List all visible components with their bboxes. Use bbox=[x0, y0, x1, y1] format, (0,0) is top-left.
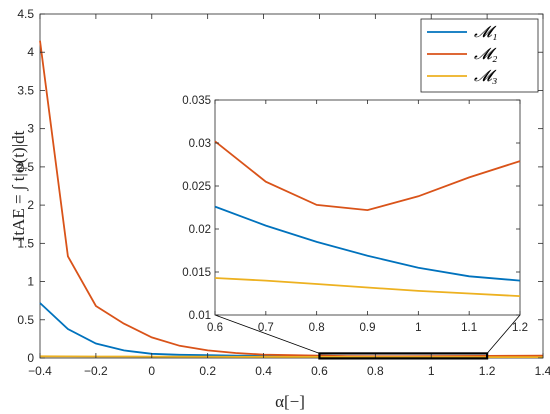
inset-y-tick-label: 0.02 bbox=[189, 224, 211, 236]
inset-y-tick-label: 0.015 bbox=[182, 267, 211, 279]
inset-y-tick-label: 0.03 bbox=[189, 138, 211, 150]
main-x-tick-label: −0.4 bbox=[28, 364, 52, 378]
main-x-tick-label: 0.4 bbox=[255, 364, 272, 378]
main-y-tick-label: 3 bbox=[27, 122, 34, 136]
inset-x-tick-label: 0.7 bbox=[258, 322, 274, 334]
zoom-connector-right bbox=[486, 314, 521, 354]
main-series-line-2 bbox=[39, 40, 544, 358]
zoom-indicator bbox=[214, 314, 521, 360]
y-axis-label: ItAE = ∫ t|φ(t)|dt bbox=[9, 130, 29, 241]
inset-x-tick-label: 0.9 bbox=[360, 322, 376, 334]
inset-x-tick-label: 0.8 bbox=[309, 322, 325, 334]
main-y-tick-label: 2 bbox=[27, 198, 34, 212]
inset-x-tick-label: 0.6 bbox=[207, 322, 223, 334]
x-axis-label: α[−] bbox=[275, 392, 305, 411]
main-y-tick-label: 4 bbox=[27, 45, 34, 59]
main-x-tick-label: 1.4 bbox=[535, 364, 550, 378]
inset-y-tick-label: 0.01 bbox=[189, 310, 211, 322]
main-x-tick-label: −0.2 bbox=[84, 364, 108, 378]
legend-label-3: 𝓜₃ bbox=[474, 68, 497, 85]
main-plot-area bbox=[39, 40, 544, 359]
inset-y-tick-label: 0.025 bbox=[182, 181, 211, 193]
inset-x-tick-label: 1.2 bbox=[512, 322, 528, 334]
main-x-ticks: −0.4 −0.2 0 0.2 0.4 0.6 0.8 1 1.2 1.4 bbox=[28, 14, 550, 378]
inset-series-line-1 bbox=[214, 205, 521, 282]
zoom-rectangle bbox=[318, 352, 489, 360]
inset-x-tick-label: 1 bbox=[415, 322, 421, 334]
main-x-tick-label: 0 bbox=[148, 364, 155, 378]
inset-series-line-2 bbox=[214, 140, 521, 212]
main-y-tick-label: 1.5 bbox=[17, 236, 34, 250]
main-x-tick-label: 0.8 bbox=[367, 364, 384, 378]
main-y-tick-label: 2.5 bbox=[17, 160, 34, 174]
main-y-tick-label: 1 bbox=[27, 275, 34, 289]
main-y-ticks: 0 0.5 1 1.5 2 2.5 3 3.5 4 4.5 bbox=[17, 7, 543, 365]
inset-series-line-3 bbox=[214, 277, 521, 297]
main-y-tick-label: 4.5 bbox=[17, 7, 34, 21]
legend: 𝓜₁ 𝓜₂ 𝓜₃ bbox=[427, 24, 498, 85]
legend-label-2: 𝓜₂ bbox=[474, 46, 498, 63]
main-y-tick-label: 0 bbox=[27, 351, 34, 365]
main-x-tick-label: 1 bbox=[428, 364, 435, 378]
main-x-tick-label: 0.6 bbox=[311, 364, 328, 378]
main-x-tick-label: 1.2 bbox=[479, 364, 496, 378]
main-x-tick-label: 0.2 bbox=[199, 364, 216, 378]
inset-y-ticks: 0.01 0.015 0.02 0.025 0.03 0.035 bbox=[182, 95, 520, 322]
zoom-connector-left bbox=[214, 314, 320, 354]
inset-y-tick-label: 0.035 bbox=[182, 95, 211, 107]
main-series-line-3 bbox=[39, 355, 543, 359]
inset-axes-box bbox=[214, 99, 521, 316]
main-y-tick-label: 0.5 bbox=[17, 313, 34, 327]
inset-x-tick-label: 1.1 bbox=[461, 322, 477, 334]
legend-label-1: 𝓜₁ bbox=[474, 24, 497, 41]
inset-plot-area bbox=[214, 140, 521, 297]
main-y-tick-label: 3.5 bbox=[17, 83, 34, 97]
inset-x-ticks: 0.6 0.7 0.8 0.9 1 1.1 1.2 bbox=[207, 100, 528, 334]
